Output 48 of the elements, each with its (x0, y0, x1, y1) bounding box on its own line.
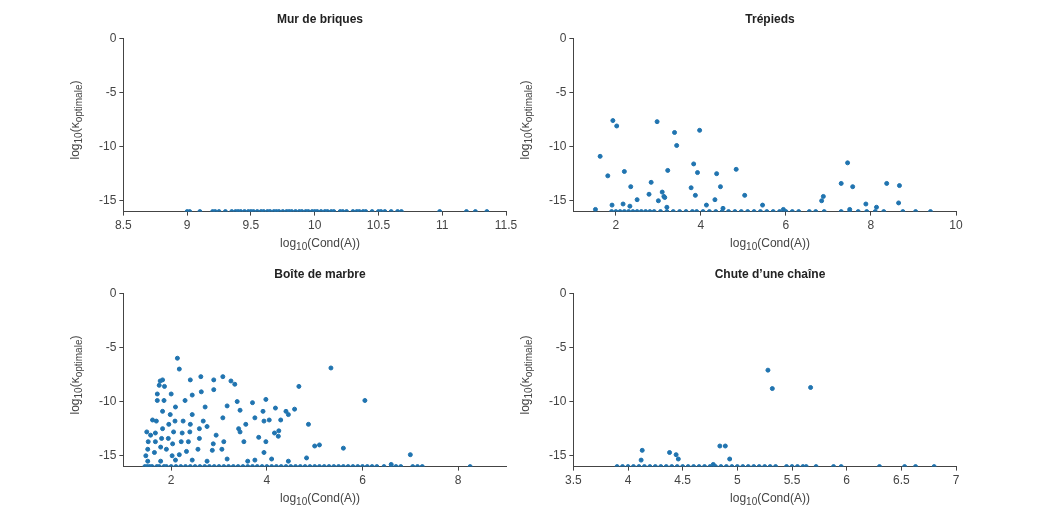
x-axis-title: log$_{10}$(Cond(A)) (729, 491, 811, 508)
x-tick-label: 11.5 (494, 218, 518, 233)
y-tick-label: -10 (99, 393, 117, 408)
chart-title: Mur de briques (276, 12, 364, 26)
y-tick-label: 0 (109, 30, 117, 45)
y-tick-label: -5 (555, 84, 567, 99)
y-tick-label: -5 (105, 84, 117, 99)
x-tick-label: 2 (612, 218, 620, 233)
x-tick-label: 5 (734, 473, 741, 488)
x-tick-label: 10.5 (366, 218, 391, 233)
y-tick-label: -15 (99, 448, 117, 463)
x-axis-title: log$_{10}$(Cond(A)) (729, 236, 811, 253)
y-tick-label: 0 (559, 285, 567, 300)
x-tick-label: 7 (952, 473, 960, 488)
y-tick-label: 0 (109, 285, 117, 300)
x-tick-label: 8 (454, 473, 462, 488)
y-tick-label: -15 (99, 193, 117, 208)
x-tick-label: 6 (843, 473, 851, 488)
chart-title: Chute d’une chaîne (713, 267, 827, 281)
chart-title: Boîte de marbre (273, 267, 367, 281)
y-tick-label: -5 (105, 339, 117, 354)
x-tick-label: 10 (307, 218, 322, 233)
x-tick-label: 9 (183, 218, 191, 233)
x-tick-label: 4 (263, 473, 271, 488)
x-tick-label: 2 (167, 473, 175, 488)
x-tick-label: 10 (949, 218, 963, 233)
x-tick-label: 5.5 (783, 473, 801, 488)
y-tick-label: -10 (549, 138, 567, 153)
x-tick-label: 4 (697, 218, 705, 233)
x-tick-label: 3.5 (565, 473, 583, 488)
x-tick-label: 8.5 (115, 218, 133, 233)
x-tick-label: 4 (624, 473, 632, 488)
y-tick-label: -10 (549, 393, 567, 408)
x-tick-label: 6 (782, 218, 790, 233)
x-tick-label: 4.5 (674, 473, 692, 488)
y-tick-label: -15 (549, 193, 567, 208)
chart-title: Trépieds (744, 12, 796, 26)
y-tick-label: 0 (559, 30, 567, 45)
y-tick-label: -5 (555, 339, 567, 354)
x-tick-label: 6 (359, 473, 367, 488)
x-tick-label: 11 (435, 218, 449, 233)
x-axis-title: log$_{10}$(Cond(A)) (279, 236, 361, 253)
y-tick-label: -10 (99, 138, 117, 153)
x-tick-label: 8 (867, 218, 875, 233)
y-tick-label: -15 (549, 448, 567, 463)
x-axis-title: log$_{10}$(Cond(A)) (279, 491, 361, 508)
x-tick-label: 6.5 (892, 473, 910, 488)
x-tick-label: 9.5 (242, 218, 260, 233)
